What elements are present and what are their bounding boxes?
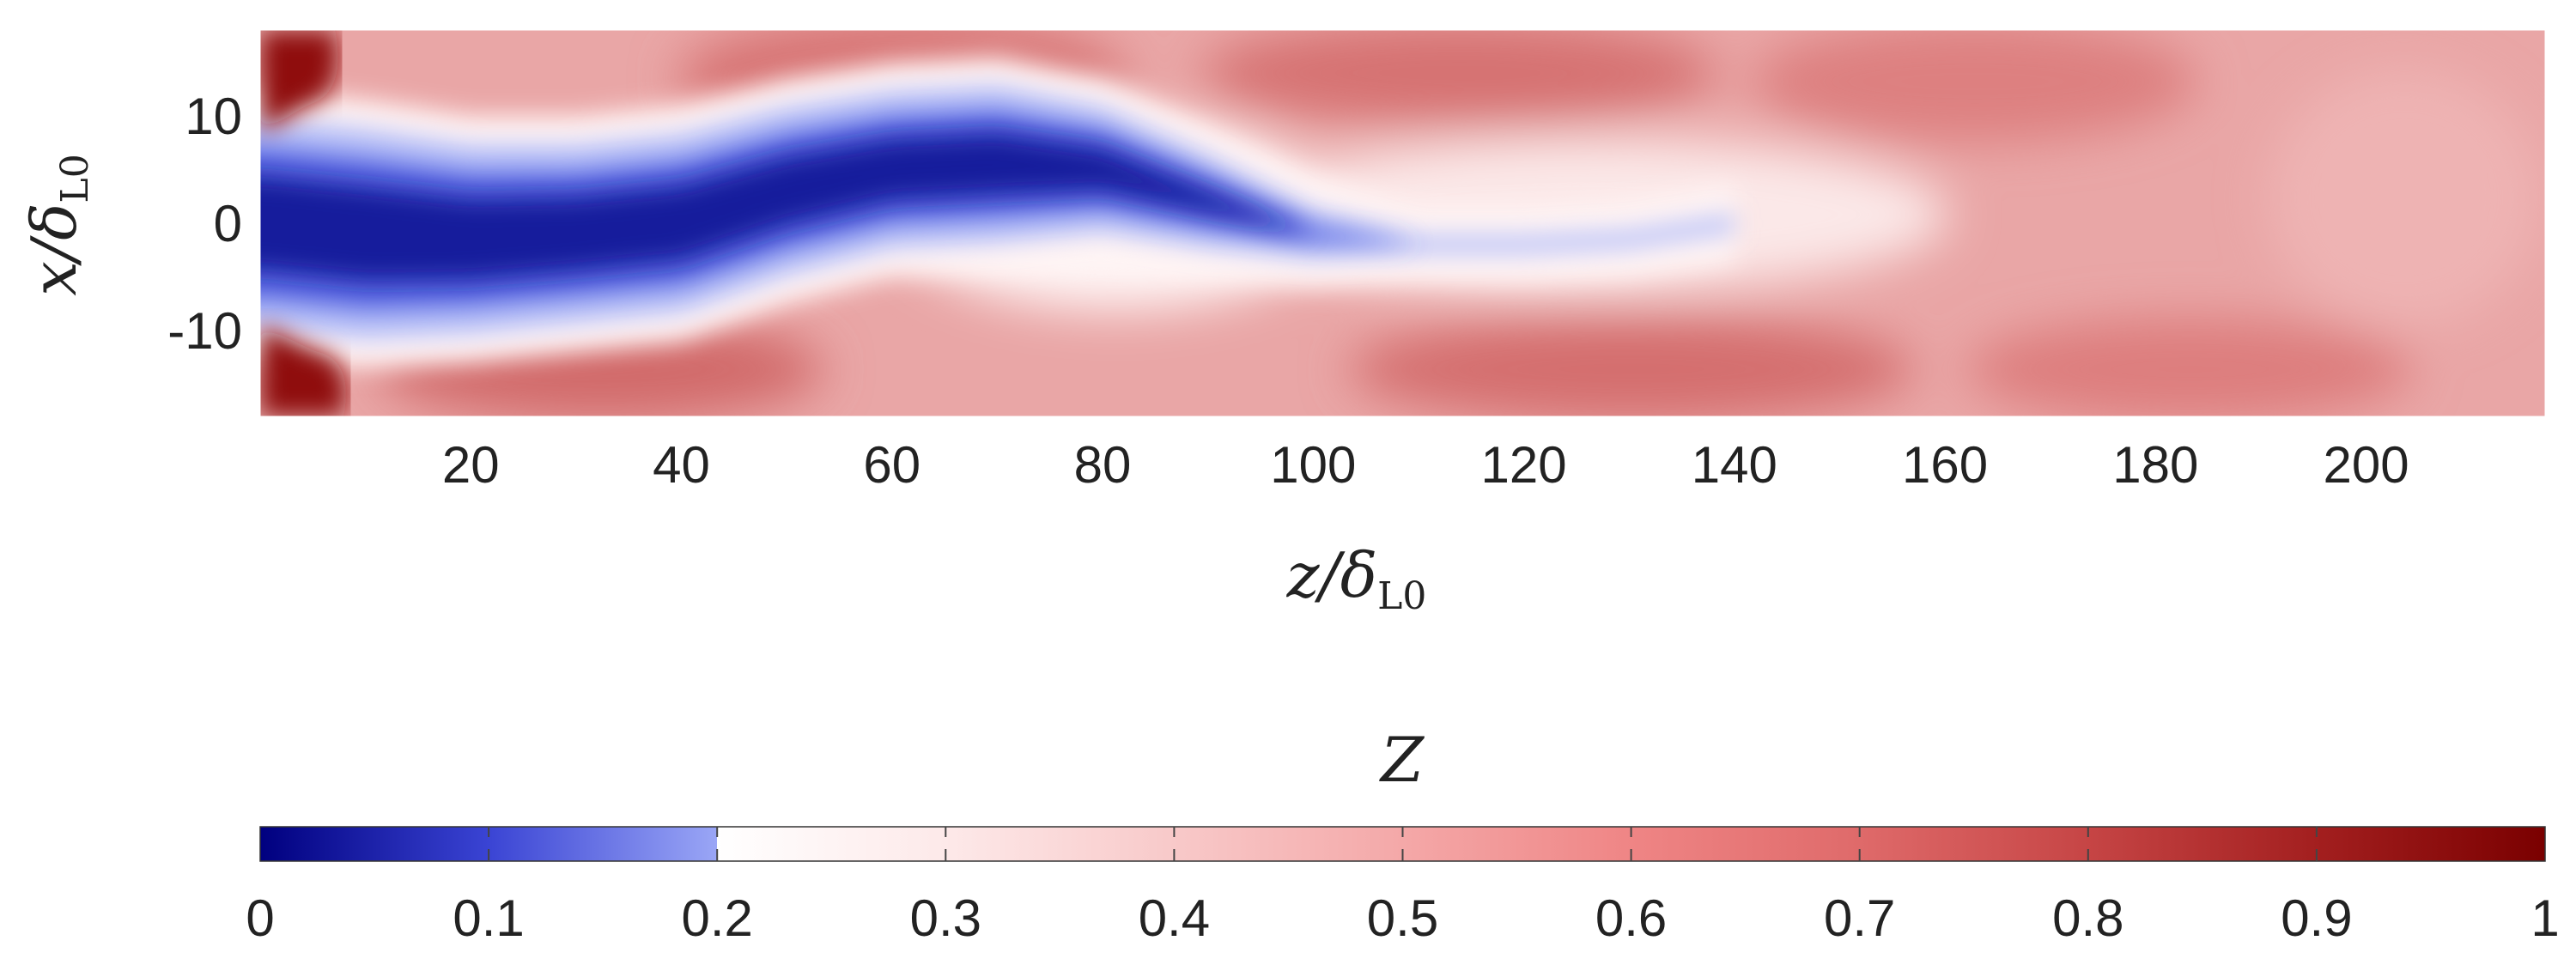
x-tick-label: 100 (1270, 436, 1356, 494)
x-axis-label: z/δL0 (1286, 539, 1427, 618)
colorbar-ticks (488, 827, 2318, 861)
x-tick-label: 40 (653, 436, 710, 494)
heatmap-panel (259, 29, 2546, 417)
y-tick-label: 0 (214, 195, 242, 252)
colorbar-tick-labels: 0 0.1 0.2 0.3 0.4 0.5 0.6 0.7 0.8 0.9 1 (246, 889, 2559, 947)
y-tick-label: -10 (167, 302, 242, 360)
x-tick-label: 160 (1902, 436, 1988, 494)
x-tick-label: 140 (1692, 436, 1777, 494)
plot-frame (259, 29, 2546, 417)
y-axis-label: x/δL0 (18, 154, 97, 295)
colorbar-title: Z (1379, 724, 1425, 796)
x-tick-label: 60 (863, 436, 920, 494)
x-tick-label: 120 (1480, 436, 1566, 494)
y-tick-label: 10 (185, 88, 242, 145)
x-tick-labels: 20 40 60 80 100 120 140 160 180 200 (442, 436, 2409, 494)
colorbar-tick-label: 0.9 (2281, 889, 2352, 947)
inlet-edges (260, 30, 347, 416)
jet-core (260, 133, 1735, 282)
colorbar-tick-label: 0.7 (1824, 889, 1895, 947)
x-tick-label: 80 (1074, 436, 1132, 494)
x-tick-label: 180 (2112, 436, 2198, 494)
colorbar: Z 0 0.1 0.2 0.3 0.4 0.5 0.6 0.7 0.8 0.9 1 (246, 724, 2559, 947)
jet-layers (260, 57, 1735, 368)
colorbar-tick-label: 0 (246, 889, 274, 947)
colorbar-tick-label: 0.2 (681, 889, 752, 947)
colorbar-tick-label: 0.1 (453, 889, 524, 947)
colorbar-tick-label: 1 (2530, 889, 2559, 947)
colorbar-tick-label: 0.5 (1367, 889, 1438, 947)
x-tick-label: 20 (442, 436, 500, 494)
colorbar-tick-label: 0.6 (1595, 889, 1667, 947)
colorbar-tick-label: 0.3 (910, 889, 981, 947)
x-tick-label: 200 (2323, 436, 2409, 494)
colorbar-tick-label: 0.8 (2052, 889, 2123, 947)
colorbar-tick-label: 0.4 (1139, 889, 1210, 947)
y-tick-labels: -10 0 10 (167, 88, 242, 360)
